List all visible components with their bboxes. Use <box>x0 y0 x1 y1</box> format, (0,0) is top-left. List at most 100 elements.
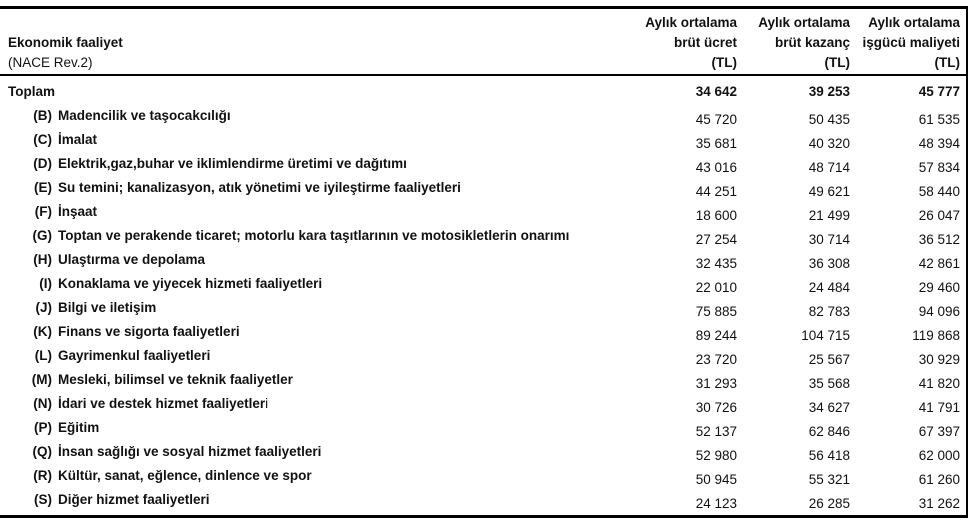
table-row: (J) Bilgi ve iletişim 75 885 82 783 94 096 <box>0 295 966 319</box>
activity-name: Toplam <box>8 83 55 99</box>
activity-label: (P) Eğitim <box>0 420 622 435</box>
value-cell: 55 321 <box>808 471 850 487</box>
nace-code: (F) <box>34 203 52 219</box>
table-row: Toplam 34 642 39 253 45 777 <box>0 79 966 103</box>
value-cell: 34 642 <box>695 83 737 99</box>
table-row: (B) Madencilik ve taşocakcılığı 45 720 50 4… <box>0 103 966 127</box>
activity-name: İnsan sağlığı ve sosyal hizmet faaliyetl… <box>58 443 322 459</box>
value-cell: 44 251 <box>695 183 737 199</box>
activity-label: Toplam <box>0 84 622 99</box>
value-cell: 23 720 <box>695 351 737 367</box>
column-header-line: Aylık ortalama <box>868 15 960 30</box>
nace-code: (J) <box>35 299 53 315</box>
column-header-unit: (TL) <box>824 55 850 70</box>
value-cell: 119 868 <box>912 327 960 343</box>
nace-code: (Q) <box>32 443 53 459</box>
activity-name: İmalat <box>58 131 98 147</box>
value-cell: 41 820 <box>918 375 960 391</box>
table-row: (K) Finans ve sigorta faaliyetleri 89 244 1… <box>0 319 966 343</box>
table-body: Toplam 34 642 39 253 45 777 (B) Madencilik ve… <box>0 76 966 515</box>
value-cell: 18 600 <box>695 207 737 223</box>
value-cell: 49 621 <box>808 183 850 199</box>
value-cell: 31 293 <box>695 375 737 391</box>
activity-label: (N) İdari ve destek hizmet faaliyetler i <box>0 396 622 411</box>
column-header-isgucu-maliyeti: Aylık ortalama işgücü maliyeti (TL) <box>850 13 960 74</box>
value-cell: 26 285 <box>808 495 850 511</box>
nace-code: (P) <box>34 419 52 435</box>
value-cell: 75 885 <box>695 303 737 319</box>
nace-code: (B) <box>33 107 52 123</box>
activity-name: Elektrik,gaz,buhar ve iklimlendirme üret… <box>58 155 407 171</box>
activity-header-title: Ekonomik faaliyet <box>8 35 123 50</box>
value-cell: 31 262 <box>918 495 960 511</box>
table-row: (F) İnşaat 18 600 21 499 26 047 <box>0 199 966 223</box>
activity-name: Bilgi ve iletişim <box>58 299 157 315</box>
value-cell: 45 777 <box>918 83 960 99</box>
nace-code: (H) <box>33 251 52 267</box>
value-cell: 29 460 <box>918 279 960 295</box>
value-cell: 42 861 <box>918 255 960 271</box>
activity-name: Konaklama ve yiyecek hizmeti faaliyetler… <box>58 275 323 291</box>
activity-label: (B) Madencilik ve taşocakcılığı <box>0 108 622 123</box>
activity-label: (G) Toptan ve perakende ticaret; motorlu … <box>0 228 622 243</box>
table-row: (C) İmalat 35 681 40 320 48 394 <box>0 127 966 151</box>
column-header-line: Aylık ortalama <box>645 15 737 30</box>
activity-label: (Q) İnsan sağlığı ve sosyal hizmet faaliy… <box>0 444 622 459</box>
activity-label: (K) Finans ve sigorta faaliyetleri <box>0 324 622 339</box>
table-row: (I) Konaklama ve yiyecek hizmeti faaliyet… <box>0 271 966 295</box>
wage-statistics-table: Ekonomik faaliyet (NACE Rev.2) Aylık ort… <box>0 6 968 518</box>
activity-name: Su temini; kanalizasyon, atık yönetimi v… <box>58 179 461 195</box>
activity-name: Ulaştırma ve depolama <box>58 251 206 267</box>
table-row: (D) Elektrik,gaz,buhar ve iklimlendirme ü… <box>0 151 966 175</box>
value-cell: 30 726 <box>695 399 737 415</box>
activity-label: (E) Su temini; kanalizasyon, atık yönetim… <box>0 180 622 195</box>
nace-code: (S) <box>34 491 52 507</box>
value-cell: 94 096 <box>918 303 960 319</box>
value-cell: 36 308 <box>808 255 850 271</box>
value-cell: 50 945 <box>695 471 737 487</box>
column-header-line: brüt ücret <box>673 35 737 50</box>
column-header-line: işgücü maliyeti <box>862 35 960 50</box>
activity-column-header: Ekonomik faaliyet (NACE Rev.2) <box>0 33 622 74</box>
column-header-line: Aylık ortalama <box>758 15 850 30</box>
column-header-line: brüt kazanç <box>774 35 850 50</box>
value-cell: 61 535 <box>918 111 960 127</box>
nace-code: (N) <box>33 395 52 411</box>
value-cell: 24 484 <box>808 279 850 295</box>
activity-label: (D) Elektrik,gaz,buhar ve iklimlendirme ü… <box>0 156 622 171</box>
activity-name: İdari ve destek hizmet faaliyetler <box>58 395 266 411</box>
table-row: (L) Gayrimenkul faaliyetleri 23 720 25 567 3… <box>0 343 966 367</box>
column-header-unit: (TL) <box>934 55 960 70</box>
column-header-brut-kazanc: Aylık ortalama brüt kazanç (TL) <box>737 13 850 74</box>
nace-code: (L) <box>34 347 52 363</box>
activity-name: Gayrimenkul faaliyetleri <box>58 347 211 363</box>
value-cell: 22 010 <box>695 279 737 295</box>
table-row: (G) Toptan ve perakende ticaret; motorlu … <box>0 223 966 247</box>
value-cell: 30 929 <box>918 351 960 367</box>
table-header: Ekonomik faaliyet (NACE Rev.2) Aylık ort… <box>0 9 966 76</box>
activity-name: Mesleki, bilimsel ve teknik faaliyetler <box>58 371 293 387</box>
table-row: (M) Mesleki, bilimsel ve teknik faaliyetl… <box>0 367 966 391</box>
nace-code: (R) <box>33 467 52 483</box>
value-cell: 58 440 <box>918 183 960 199</box>
value-cell: 32 435 <box>695 255 737 271</box>
value-cell: 57 834 <box>918 159 960 175</box>
activity-label: (J) Bilgi ve iletişim <box>0 300 622 315</box>
value-cell: 35 681 <box>695 135 737 151</box>
value-cell: 26 047 <box>918 207 960 223</box>
activity-label: (S) Diğer hizmet faaliyetleri <box>0 492 622 507</box>
table-row: (Q) İnsan sağlığı ve sosyal hizmet faaliy… <box>0 439 966 463</box>
activity-label: (R) Kültür, sanat, eğlence, dinlence ve s… <box>0 468 622 483</box>
nace-code: (I) <box>39 275 52 291</box>
column-header-unit: (TL) <box>711 55 737 70</box>
activity-name: Finans ve sigorta faaliyetleri <box>58 323 240 339</box>
value-cell: 36 512 <box>918 231 960 247</box>
activity-label: (I) Konaklama ve yiyecek hizmeti faaliyet… <box>0 276 622 291</box>
value-cell: 27 254 <box>695 231 737 247</box>
activity-name: İnşaat <box>58 203 98 219</box>
table-row: (H) Ulaştırma ve depolama 32 435 36 308 42 8… <box>0 247 966 271</box>
activity-name: Toptan ve perakende ticaret; motorlu kar… <box>58 227 570 243</box>
nace-code: (K) <box>33 323 52 339</box>
value-cell: 89 244 <box>695 327 737 343</box>
value-cell: 104 715 <box>801 327 850 343</box>
